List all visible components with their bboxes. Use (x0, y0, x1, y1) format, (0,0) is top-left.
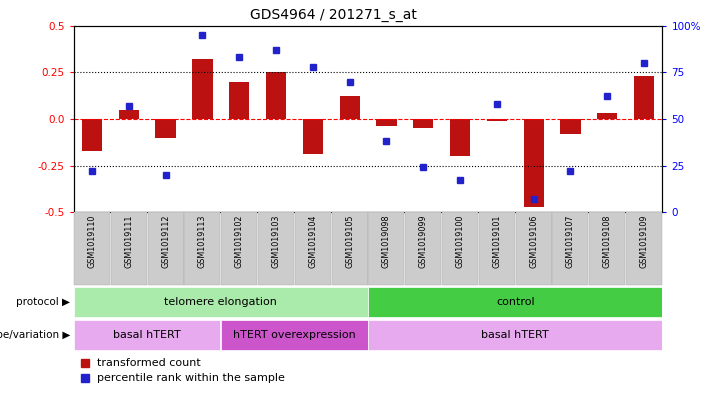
Text: GSM1019109: GSM1019109 (639, 215, 648, 268)
Text: GSM1019100: GSM1019100 (456, 215, 465, 268)
Bar (295, 212, 331, 285)
Bar (222, 320, 367, 350)
Text: hTERT overexpression: hTERT overexpression (233, 330, 356, 340)
Bar (516, 212, 552, 285)
Text: basal hTERT: basal hTERT (482, 330, 549, 340)
Bar (258, 212, 294, 285)
Bar (626, 212, 662, 285)
Bar (479, 212, 515, 285)
Text: GSM1019113: GSM1019113 (198, 215, 207, 268)
Bar (413, 119, 433, 128)
Text: GSM1019102: GSM1019102 (235, 215, 244, 268)
Bar (118, 110, 139, 119)
Text: GSM1019107: GSM1019107 (566, 215, 575, 268)
Bar (222, 212, 257, 285)
Bar (74, 286, 367, 317)
Bar (339, 96, 360, 119)
Text: GSM1019108: GSM1019108 (603, 215, 612, 268)
Bar (552, 212, 588, 285)
Bar (184, 212, 220, 285)
Text: GSM1019099: GSM1019099 (418, 215, 428, 268)
Bar (486, 119, 507, 121)
Bar (560, 119, 580, 134)
Bar (229, 82, 250, 119)
Text: telomere elongation: telomere elongation (164, 297, 278, 307)
Text: GSM1019106: GSM1019106 (529, 215, 538, 268)
Bar (111, 212, 147, 285)
Bar (303, 119, 323, 154)
Text: GSM1019112: GSM1019112 (161, 215, 170, 268)
Bar (82, 119, 102, 151)
Bar (156, 119, 176, 138)
Bar (266, 72, 286, 119)
Bar (74, 320, 220, 350)
Text: GSM1019104: GSM1019104 (308, 215, 318, 268)
Bar (369, 212, 404, 285)
Text: GSM1019105: GSM1019105 (345, 215, 354, 268)
Bar (74, 212, 110, 285)
Bar (597, 113, 618, 119)
Bar (524, 119, 544, 207)
Text: protocol ▶: protocol ▶ (16, 297, 70, 307)
Text: GSM1019110: GSM1019110 (88, 215, 97, 268)
Bar (405, 212, 441, 285)
Bar (148, 212, 184, 285)
Text: GDS4964 / 201271_s_at: GDS4964 / 201271_s_at (250, 7, 416, 22)
Text: percentile rank within the sample: percentile rank within the sample (97, 373, 285, 383)
Text: genotype/variation ▶: genotype/variation ▶ (0, 330, 70, 340)
Text: GSM1019101: GSM1019101 (492, 215, 501, 268)
Bar (376, 119, 397, 126)
Text: basal hTERT: basal hTERT (114, 330, 181, 340)
Bar (369, 320, 662, 350)
Text: GSM1019111: GSM1019111 (124, 215, 133, 268)
Bar (590, 212, 625, 285)
Bar (369, 286, 662, 317)
Bar (442, 212, 478, 285)
Bar (332, 212, 367, 285)
Text: GSM1019098: GSM1019098 (382, 215, 391, 268)
Text: transformed count: transformed count (97, 358, 201, 368)
Bar (634, 76, 654, 119)
Bar (192, 59, 212, 119)
Text: GSM1019103: GSM1019103 (271, 215, 280, 268)
Text: control: control (496, 297, 535, 307)
Bar (450, 119, 470, 156)
